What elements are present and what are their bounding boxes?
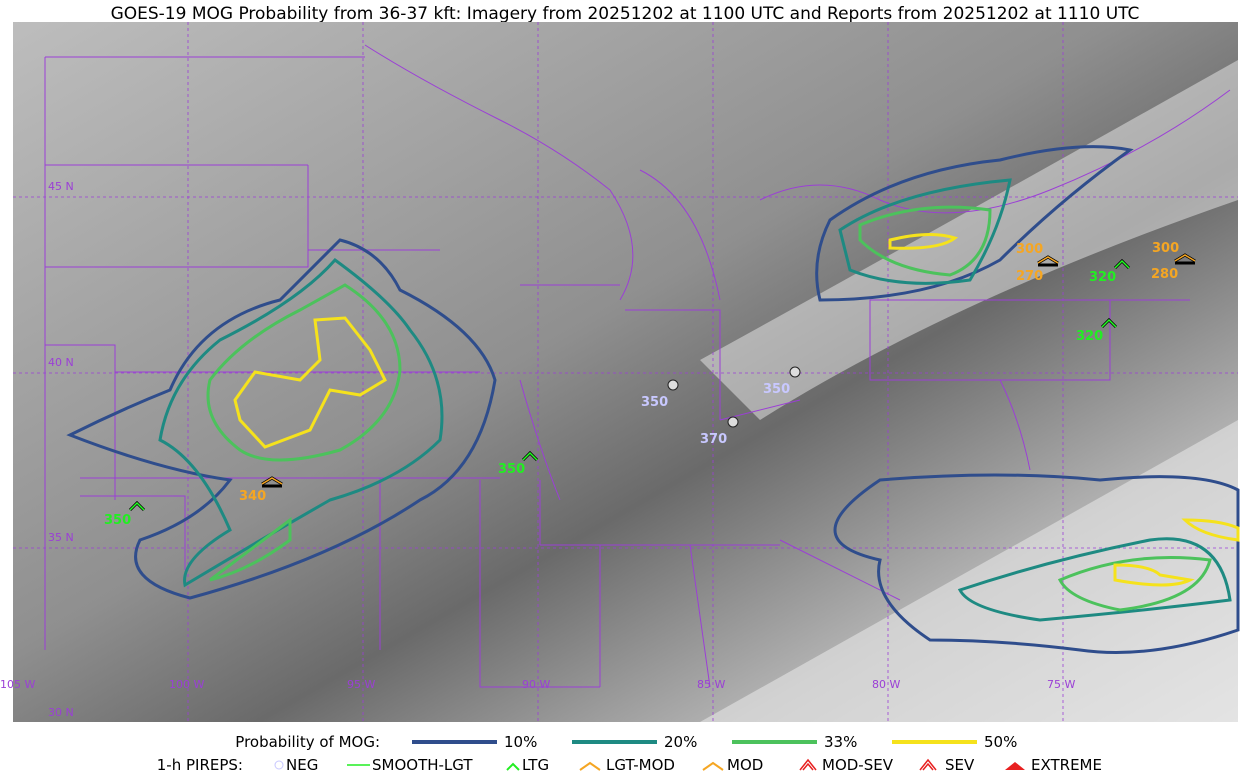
shape [789,366,801,378]
report-label: 280 [1151,267,1178,282]
shape [522,451,538,461]
shape [579,761,601,771]
shape [1037,256,1059,264]
shape [1005,762,1025,770]
report-label: 300 [1016,242,1043,257]
legend-label: 50% [984,733,1017,751]
cloud-band [700,60,1238,420]
shape [1174,254,1196,262]
lon-label: 80 W [872,678,900,691]
legend-label: 10% [504,733,537,751]
lon-label: 90 W [522,678,550,691]
shape [702,761,724,771]
shape [888,232,1240,587]
report-label: 350 [763,382,790,397]
report-label: 350 [641,395,668,410]
shape [206,283,402,582]
legend-label: LGT-MOD [606,756,675,774]
cloud-region [700,420,1238,722]
legend-label: LTG [522,756,549,774]
lon-label: 85 W [697,678,725,691]
legend-label: 33% [824,733,857,751]
map: 45 N 40 N 35 N 30 N 105 W 100 W 95 W 90 … [0,22,1240,722]
lat-label: 35 N [48,531,74,544]
report-label: 320 [1089,270,1116,285]
legend-label: MOD [727,756,763,774]
shape [364,44,1231,501]
report-label: 340 [239,489,266,504]
shape [129,501,145,511]
shape [799,758,817,771]
shape [838,178,1232,622]
pirep-icons [128,253,1196,512]
shape [233,316,387,449]
report-label: 350 [104,513,131,528]
lon-label: 105 W [0,678,35,691]
legend-label: 20% [664,733,697,751]
lon-label: 95 W [347,678,375,691]
legend: Probability of MOG: 10% 20% 33% 50% 1-h … [157,733,1102,774]
shape [667,379,679,391]
lat-label: 45 N [48,180,74,193]
legend-label: SEV [945,756,975,774]
lon-labels: 105 W 100 W 95 W 90 W 85 W 80 W 75 W [0,678,1075,691]
legend-label: EXTREME [1031,756,1102,774]
lat-label: 30 N [48,706,74,719]
shape [506,762,520,771]
report-label: 370 [700,432,727,447]
shape [44,56,1190,688]
shape [727,416,739,428]
shape [919,758,937,771]
mog-contours [66,145,1240,654]
shape [1114,259,1130,269]
legend-label: SMOOTH-LGT [372,756,473,774]
lat-label: 40 N [48,356,74,369]
legend-title: 1-h PIREPS: [157,756,243,774]
lon-label: 100 W [169,678,204,691]
title: GOES-19 MOG Probability from 36-37 kft: … [111,4,1140,24]
legend-title: Probability of MOG: [235,733,380,751]
shape [66,238,497,600]
shape [261,477,283,485]
lon-label: 75 W [1047,678,1075,691]
shape [1101,318,1117,328]
legend-label: MOD-SEV [822,756,894,774]
pirep-labels: 350 340 350 350 370 350 300 270 320 320 … [104,241,1179,528]
shape [274,760,284,770]
shape [858,205,1212,612]
report-label: 270 [1016,269,1043,284]
lat-labels: 45 N 40 N 35 N 30 N [48,180,74,719]
report-label: 350 [498,462,525,477]
report-label: 320 [1076,329,1103,344]
legend-label: NEG [286,756,318,774]
report-label: 300 [1152,241,1179,256]
shape [815,145,1240,654]
shape [158,257,444,588]
borders [44,44,1231,688]
